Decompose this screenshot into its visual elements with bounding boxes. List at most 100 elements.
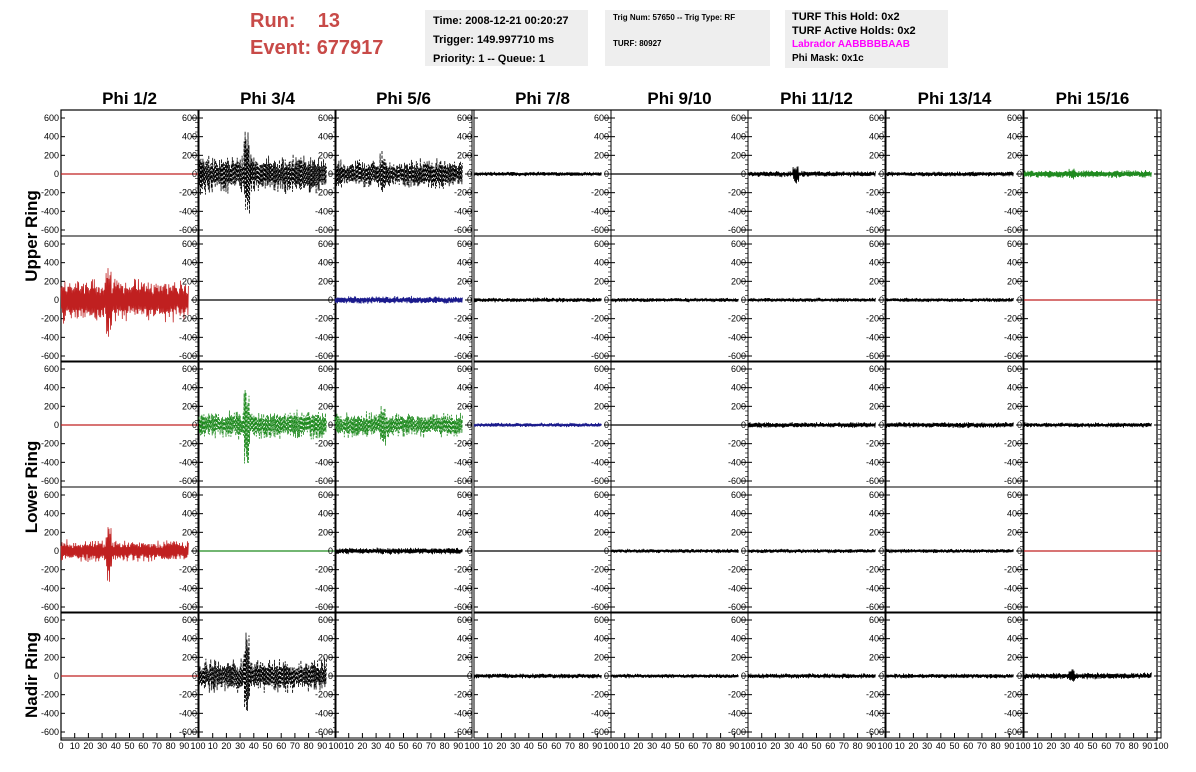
y-tick-label: 0 (879, 546, 884, 556)
x-tick-label: 100 (603, 741, 618, 751)
y-tick-label: -400 (179, 583, 197, 593)
waveform-trace (334, 150, 463, 193)
y-tick-label: -600 (315, 727, 333, 737)
waveform-panel: -600 -400 -200 0 200 400 600 (454, 360, 612, 488)
y-tick-label: 0 (741, 546, 746, 556)
waveform-panel: -600 -400 -200 0 200 400 600 (41, 235, 199, 363)
waveform-trace (885, 673, 1014, 679)
waveform-panel: -600 -400 -200 0 200 400 600 (315, 360, 473, 488)
x-tick-label: 80 (440, 741, 450, 751)
y-tick-label: -400 (728, 583, 746, 593)
column-headers: Phi 1/2 Phi 3/4 Phi 5/6 Phi 7/8 Phi 9/10 Phi … (102, 89, 1129, 108)
x-tick-label: 50 (262, 741, 272, 751)
y-tick-label: 200 (44, 276, 59, 286)
waveform-trace (334, 405, 463, 446)
y-tick-label: 0 (741, 169, 746, 179)
y-tick-label: 400 (182, 509, 197, 519)
y-tick-label: -400 (41, 206, 59, 216)
y-tick-label: 200 (318, 527, 333, 537)
y-tick-label: -400 (728, 708, 746, 718)
y-tick-label: -200 (41, 314, 59, 324)
waveform-trace (885, 421, 1014, 429)
y-tick-label: -200 (866, 565, 884, 575)
x-tick-label: 90 (1004, 741, 1014, 751)
x-tick-label: 60 (963, 741, 973, 751)
y-tick-label: -600 (454, 476, 472, 486)
y-tick-label: 0 (1017, 169, 1022, 179)
turf-active-holds-text: TURF Active Holds: 0x2 (792, 25, 916, 37)
y-tick-label: 0 (604, 671, 609, 681)
y-tick-label: 400 (731, 258, 746, 268)
waveform-trace (610, 548, 739, 554)
column-header: Phi 11/12 (780, 89, 853, 108)
y-tick-label: -400 (179, 708, 197, 718)
y-tick-label: 0 (54, 420, 59, 430)
y-tick-label: 600 (1007, 490, 1022, 500)
waveform-panel: -600 -400 -200 0 200 400 600 (41, 360, 199, 488)
waveform-trace (473, 297, 602, 303)
x-tick-label: 30 (97, 741, 107, 751)
y-tick-label: -400 (315, 206, 333, 216)
y-tick-label: 400 (182, 258, 197, 268)
y-tick-label: -400 (866, 457, 884, 467)
y-tick-label: -400 (179, 457, 197, 467)
y-tick-label: 200 (1007, 276, 1022, 286)
y-tick-label: 200 (1007, 652, 1022, 662)
y-tick-label: -200 (315, 439, 333, 449)
y-tick-label: -600 (866, 225, 884, 235)
y-tick-label: 400 (44, 383, 59, 393)
x-tick-label: 70 (290, 741, 300, 751)
waveform-panel: -600 -400 -200 0 200 400 600 (41, 611, 199, 739)
y-tick-label: -400 (315, 332, 333, 342)
y-tick-label: -600 (866, 727, 884, 737)
waveform-panel: -600 -400 -200 0 200 400 600 (315, 611, 473, 739)
y-tick-label: -600 (866, 351, 884, 361)
y-tick-label: -600 (454, 602, 472, 612)
ring-label: Nadir Ring (22, 632, 41, 718)
y-tick-label: -600 (41, 351, 59, 361)
x-tick-label: 30 (1060, 741, 1070, 751)
y-tick-label: 400 (44, 509, 59, 519)
y-tick-label: -200 (1004, 188, 1022, 198)
turf-info-box: TURF This Hold: 0x2 TURF Active Holds: 0… (785, 10, 948, 68)
waveform-trace (60, 268, 189, 337)
y-tick-label: -200 (179, 439, 197, 449)
waveform-panel: -600 -400 -200 0 200 400 600 (866, 109, 1024, 237)
y-tick-label: 600 (318, 364, 333, 374)
y-tick-label: 600 (44, 113, 59, 123)
waveform-trace (1023, 422, 1152, 428)
y-tick-label: 400 (318, 383, 333, 393)
x-tick-label: 100 (190, 741, 205, 751)
y-tick-label: 200 (594, 276, 609, 286)
x-tick-label: 10 (757, 741, 767, 751)
x-tick-label: 80 (579, 741, 589, 751)
y-tick-label: 200 (1007, 150, 1022, 160)
x-tick-label: 20 (908, 741, 918, 751)
waveform-panel: -600 -400 -200 0 200 400 600 (728, 109, 886, 237)
y-tick-label: 600 (457, 490, 472, 500)
x-tick-label: 90 (729, 741, 739, 751)
y-tick-label: -600 (591, 476, 609, 486)
y-tick-label: -200 (728, 565, 746, 575)
waveform-panel: -600 -400 -200 0 200 400 600 (179, 360, 337, 488)
x-tick-label: 100 (464, 741, 479, 751)
x-tick-label: 20 (221, 741, 231, 751)
ring-label: Upper Ring (22, 190, 41, 282)
y-tick-label: 400 (457, 509, 472, 519)
y-tick-label: -600 (728, 602, 746, 612)
priority-text: Priority: 1 -- Queue: 1 (433, 53, 545, 65)
x-tick-label: 70 (702, 741, 712, 751)
y-tick-label: 0 (467, 169, 472, 179)
y-tick-label: 0 (467, 546, 472, 556)
y-tick-label: 600 (318, 113, 333, 123)
x-tick-label: 70 (152, 741, 162, 751)
y-tick-label: -400 (1004, 708, 1022, 718)
y-tick-label: 0 (328, 169, 333, 179)
y-tick-label: 600 (731, 615, 746, 625)
waveform-trace (473, 422, 602, 428)
y-tick-label: 200 (44, 527, 59, 537)
x-tick-label: 80 (853, 741, 863, 751)
y-tick-label: 400 (594, 509, 609, 519)
y-tick-label: 200 (457, 276, 472, 286)
waveform-trace (1023, 168, 1152, 180)
